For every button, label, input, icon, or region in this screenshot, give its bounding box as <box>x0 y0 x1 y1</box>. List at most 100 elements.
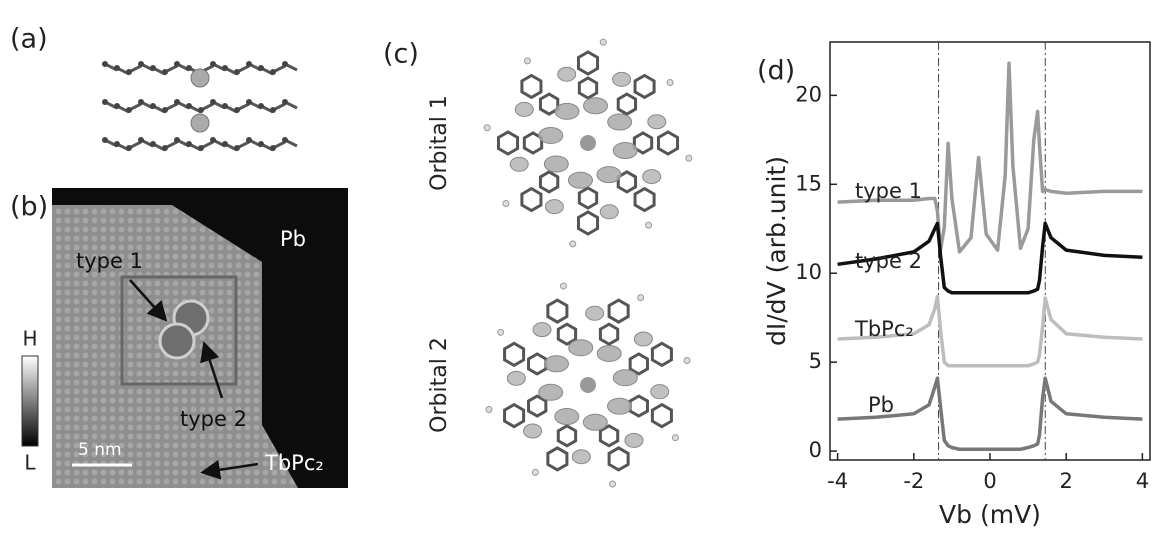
atom <box>174 61 180 67</box>
atom <box>234 145 240 151</box>
ring <box>650 402 673 429</box>
y-tick-label: 10 <box>795 260 822 284</box>
atom <box>186 103 192 109</box>
orbital-image <box>485 282 691 488</box>
hydrogen <box>485 406 493 414</box>
hydrogen <box>569 240 577 248</box>
atom <box>198 107 204 113</box>
hydrogen <box>497 328 505 336</box>
metal-atom <box>190 68 210 88</box>
type2-label: type 2 <box>180 407 247 431</box>
hydrogen <box>637 294 645 302</box>
atom <box>246 137 252 143</box>
ring <box>546 298 569 324</box>
molecule-type2 <box>158 322 196 360</box>
series-line <box>837 61 1143 254</box>
atom <box>114 103 120 109</box>
ring <box>527 352 548 376</box>
atom <box>162 145 168 151</box>
atom <box>102 99 108 105</box>
lobe <box>650 384 670 400</box>
hydrogen <box>609 480 617 488</box>
y-tick-label: 0 <box>809 438 822 462</box>
lobe <box>509 156 529 172</box>
x-tick-label: -4 <box>827 469 848 493</box>
series-label: type 2 <box>855 249 922 273</box>
panel-label: (d) <box>757 56 795 87</box>
atom <box>102 61 108 67</box>
atom <box>222 141 228 147</box>
atom <box>258 65 264 71</box>
lobe <box>557 66 577 82</box>
atom <box>174 137 180 143</box>
atom <box>126 107 132 113</box>
y-tick-label: 5 <box>809 349 822 373</box>
atom <box>222 103 228 109</box>
atom <box>270 145 276 151</box>
atom <box>150 103 156 109</box>
lobe <box>624 432 644 448</box>
arrow <box>129 279 168 322</box>
lobe <box>554 102 580 120</box>
x-axis-label: Vb (mV) <box>939 500 1041 529</box>
lobe <box>583 97 609 115</box>
ring <box>546 446 569 472</box>
y-axis-label: dI/dV (arb.unit) <box>762 156 791 346</box>
atom <box>258 141 264 147</box>
atom <box>246 61 252 67</box>
panel-label: (c) <box>383 39 419 70</box>
atom <box>222 65 228 71</box>
atom <box>162 107 168 113</box>
hydrogen <box>683 356 691 364</box>
arrow <box>200 341 224 399</box>
hydrogen <box>685 154 693 162</box>
lobe <box>585 305 605 321</box>
ring <box>650 341 673 368</box>
atom <box>210 99 216 105</box>
orbital-label: Orbital 2 <box>427 337 452 433</box>
ring <box>628 394 649 418</box>
atom <box>198 145 204 151</box>
lobe <box>599 204 619 220</box>
hydrogen <box>531 468 539 476</box>
ring <box>520 186 543 213</box>
lobe <box>633 331 653 347</box>
atom <box>282 99 288 105</box>
lobe <box>607 113 633 131</box>
ring <box>538 170 560 194</box>
atom <box>282 61 288 67</box>
chart: 0 5 10 15 20 -4 -2 0 2 4 Vb (mV) dI/dV (arb.unit) ty… <box>762 41 1151 529</box>
lobe <box>538 126 564 144</box>
lobe <box>543 155 569 173</box>
hydrogen <box>666 78 674 86</box>
ring <box>656 130 680 156</box>
ring <box>503 341 526 368</box>
atom <box>270 107 276 113</box>
ring <box>576 210 600 236</box>
series-label: TbPc₂ <box>854 317 914 341</box>
series-label: Pb <box>868 393 894 417</box>
atom <box>258 103 264 109</box>
atom <box>234 107 240 113</box>
atom <box>246 99 252 105</box>
atom <box>138 137 144 143</box>
orbital-image <box>483 38 693 248</box>
lobe <box>554 408 580 426</box>
lobe <box>642 169 662 185</box>
lobe <box>567 171 593 189</box>
lobe <box>612 369 638 387</box>
atom <box>162 69 168 75</box>
center <box>580 135 596 151</box>
colorbar-low: L <box>24 451 36 475</box>
lobe <box>612 71 632 87</box>
atom <box>210 137 216 143</box>
colorbar-high: H <box>22 327 37 351</box>
lobe <box>647 114 667 130</box>
lobe <box>612 142 638 160</box>
atom <box>138 61 144 67</box>
lobe <box>506 370 526 386</box>
hydrogen <box>645 221 653 229</box>
atom <box>126 145 132 151</box>
pb-label: Pb <box>280 227 306 251</box>
